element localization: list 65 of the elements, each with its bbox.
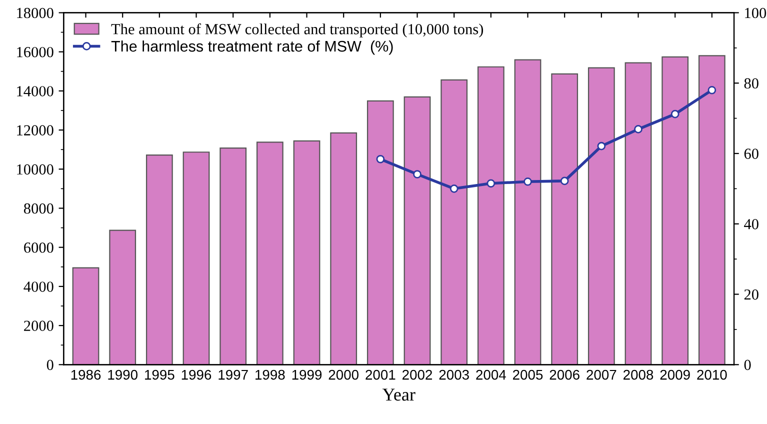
bar bbox=[109, 230, 136, 365]
bar bbox=[588, 67, 615, 365]
x-axis-title: Year bbox=[382, 388, 416, 401]
point bbox=[486, 179, 496, 188]
point bbox=[376, 154, 385, 164]
x-tick-label: 2002 bbox=[402, 370, 432, 380]
x-tick-label: 2000 bbox=[328, 370, 358, 380]
point bbox=[597, 142, 606, 150]
x-tick-label: 2006 bbox=[550, 370, 580, 380]
bar bbox=[366, 100, 394, 365]
x-tick-label: 2003 bbox=[439, 370, 469, 380]
y2-tick-label: 0 bbox=[744, 360, 751, 370]
y-tick-label: 16000 bbox=[17, 46, 54, 58]
bar bbox=[514, 59, 542, 365]
bar bbox=[624, 62, 652, 365]
x-tick-label: 1995 bbox=[145, 370, 174, 380]
bar bbox=[551, 73, 578, 365]
x-tick-label: 2010 bbox=[697, 370, 727, 380]
point bbox=[450, 184, 458, 193]
legend-label: The harmless treatment rate of MSW (%) bbox=[111, 40, 393, 55]
x-tick-label: 2001 bbox=[366, 370, 396, 380]
point bbox=[560, 176, 569, 186]
x-tick-label: 1990 bbox=[108, 370, 138, 380]
point bbox=[524, 177, 532, 186]
bar bbox=[440, 79, 468, 365]
bar bbox=[404, 96, 431, 365]
x-tick-label: 2004 bbox=[476, 370, 506, 380]
bar bbox=[698, 55, 726, 365]
bar bbox=[477, 66, 504, 365]
y-tick-label: 8000 bbox=[24, 203, 54, 214]
y-tick-label: 4000 bbox=[24, 282, 54, 292]
point bbox=[708, 86, 716, 94]
y-tick-label: 2000 bbox=[24, 320, 54, 331]
y-tick-label: 0 bbox=[46, 360, 54, 370]
y2-tick-label: 100 bbox=[745, 8, 766, 18]
x-tick-label: 1997 bbox=[218, 370, 248, 380]
point bbox=[413, 170, 422, 178]
bar bbox=[293, 140, 320, 365]
x-tick-label: 1996 bbox=[182, 370, 212, 380]
bar bbox=[662, 56, 689, 365]
y-tick-label: 10000 bbox=[17, 164, 54, 175]
y2-tick-label: 20 bbox=[744, 289, 758, 300]
y2-tick-label: 60 bbox=[744, 148, 758, 159]
x-tick-label: 2005 bbox=[513, 370, 543, 380]
x-tick-label: 1998 bbox=[256, 370, 285, 380]
point bbox=[634, 125, 642, 134]
x-tick-label: 2007 bbox=[586, 370, 616, 380]
y-tick-label: 6000 bbox=[24, 242, 54, 253]
bar bbox=[146, 154, 173, 365]
legend-label: The amount of MSW collected and transported (10,000 tons) bbox=[111, 23, 484, 38]
bar bbox=[220, 147, 247, 365]
x-tick-label: 2008 bbox=[624, 370, 654, 380]
bar bbox=[72, 267, 100, 365]
point bbox=[670, 110, 680, 118]
bar bbox=[182, 152, 210, 365]
y2-tick-label: 40 bbox=[744, 219, 758, 230]
y-tick-label: 14000 bbox=[17, 86, 54, 96]
y2-tick-label: 80 bbox=[744, 78, 758, 89]
x-tick-label: 1999 bbox=[292, 370, 322, 380]
x-tick-label: 2009 bbox=[660, 370, 690, 380]
y-tick-label: 12000 bbox=[17, 125, 54, 136]
bar bbox=[330, 132, 358, 365]
y-tick-label: 18000 bbox=[17, 8, 54, 18]
x-tick-label: 1986 bbox=[71, 370, 101, 380]
bar bbox=[256, 142, 284, 365]
